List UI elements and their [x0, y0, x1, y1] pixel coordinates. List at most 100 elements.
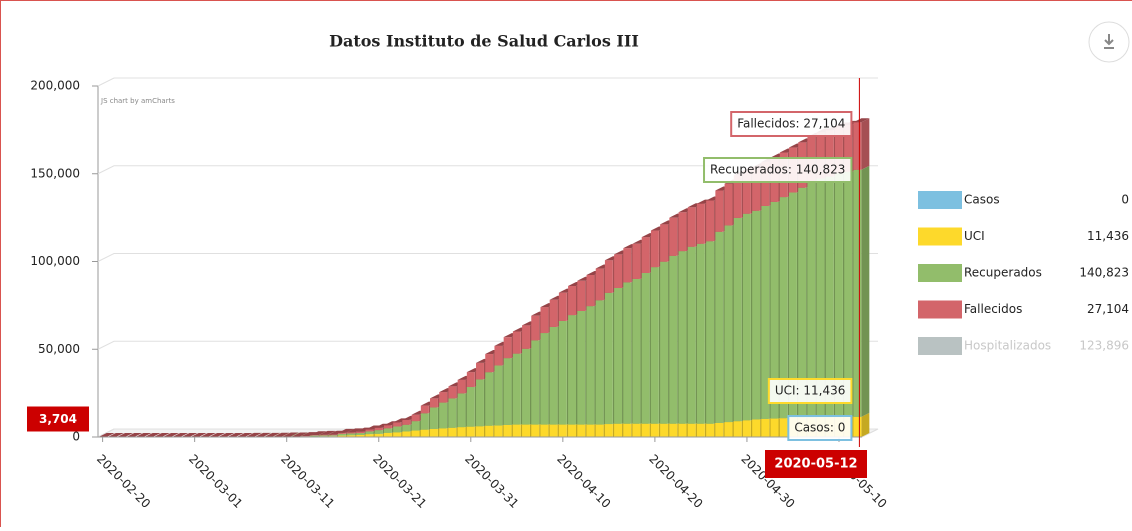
bar-segment — [725, 184, 733, 226]
bar-segment — [577, 425, 585, 437]
bar-segment — [412, 415, 420, 421]
bar-segment — [393, 426, 401, 432]
bar-segment — [494, 346, 502, 366]
bar-segment — [697, 244, 705, 424]
bar-segment — [586, 306, 594, 424]
bar-segment — [366, 431, 374, 434]
bar-segment — [734, 421, 742, 437]
bar-segment — [504, 425, 512, 437]
bar-segment — [688, 247, 696, 424]
bar-segment — [448, 398, 456, 427]
bar-segment — [853, 122, 861, 170]
bar-segment — [522, 349, 530, 425]
bar-segment — [366, 430, 374, 432]
chart-title: Datos Instituto de Salud Carlos III — [329, 32, 639, 51]
legend-swatch — [918, 228, 962, 246]
bar-segment — [743, 420, 751, 437]
bar-segment — [467, 427, 475, 437]
bar-segment — [679, 424, 687, 437]
bar-segment — [586, 425, 594, 437]
x-tick-label: 2020-02-20 — [94, 452, 153, 511]
bar-segment — [586, 275, 594, 306]
bar-segment — [651, 424, 659, 437]
bar-segment — [771, 419, 779, 437]
bar-segment — [623, 282, 631, 423]
bar-segment — [596, 269, 604, 301]
bar-segment — [743, 214, 751, 421]
x-tick-label: 2020-04-10 — [554, 452, 613, 511]
legend-label: Hospitalizados — [964, 339, 1051, 353]
bar-segment — [623, 424, 631, 437]
bar-segment — [485, 426, 493, 437]
legend-label: Casos — [964, 193, 1000, 207]
bar-segment — [504, 337, 512, 358]
bar-segment — [679, 251, 687, 424]
bar-segment — [540, 307, 548, 333]
bar-segment — [614, 288, 622, 424]
bar-segment — [439, 392, 447, 402]
bar-segment — [577, 311, 585, 425]
bar-segment — [531, 340, 539, 424]
bar-segment — [660, 424, 668, 437]
legend-value: 27,104 — [1087, 302, 1129, 316]
bar-segment — [734, 218, 742, 421]
bar-segment — [679, 212, 687, 251]
bar-segment — [651, 267, 659, 424]
bar-segment — [458, 380, 466, 394]
legend-value: 11,436 — [1087, 229, 1129, 243]
bar-segment — [540, 425, 548, 437]
bar-segment — [669, 256, 677, 424]
legend-value: 123,896 — [1079, 339, 1129, 353]
bar-segment — [623, 248, 631, 282]
legend-label: Recuperados — [964, 266, 1042, 280]
bar-segment — [356, 433, 364, 435]
cursor-date-label: 2020-05-12 — [774, 457, 857, 472]
bar-segment — [715, 423, 723, 437]
bar-segment — [476, 379, 484, 426]
bar-segment — [531, 425, 539, 437]
bar-segment — [402, 420, 410, 425]
bar-segment — [540, 333, 548, 425]
bar-segment — [513, 354, 521, 425]
bar-segment — [375, 430, 383, 434]
bar-side — [861, 413, 869, 437]
bar-segment — [596, 300, 604, 424]
bar-segment — [375, 428, 383, 430]
bar-segment — [752, 211, 760, 420]
bar-segment — [494, 365, 502, 425]
legend-value: 0 — [1121, 193, 1129, 207]
bar-segment — [421, 413, 429, 429]
y-tick-label: 200,000 — [30, 79, 80, 93]
bar-segment — [605, 293, 613, 424]
bar-segment — [642, 424, 650, 437]
bar-segment — [531, 316, 539, 341]
bar-segment — [568, 425, 576, 437]
bar-segment — [642, 273, 650, 424]
bar-segment — [697, 204, 705, 244]
bar-segment — [633, 244, 641, 279]
download-button[interactable] — [1089, 22, 1129, 62]
tooltip-label: Fallecidos: 27,104 — [737, 117, 845, 131]
bar-segment — [697, 424, 705, 437]
bar-segment — [467, 372, 475, 387]
bar-segment — [430, 429, 438, 437]
legend-label: UCI — [964, 229, 985, 243]
bar-segment — [660, 262, 668, 424]
bar-segment — [402, 431, 410, 437]
legend-swatch — [918, 264, 962, 282]
bar-segment — [320, 435, 328, 436]
legend-swatch — [918, 191, 962, 209]
bar-segment — [614, 424, 622, 437]
bar-segment — [550, 425, 558, 437]
bar-segment — [669, 218, 677, 256]
bar-segment — [421, 430, 429, 437]
bar-segment — [780, 418, 788, 437]
bar-segment — [688, 207, 696, 247]
bar-segment — [485, 372, 493, 426]
grid-line — [98, 78, 878, 86]
bar-side — [861, 118, 869, 170]
bar-segment — [706, 424, 714, 437]
bar-segment — [761, 419, 769, 437]
